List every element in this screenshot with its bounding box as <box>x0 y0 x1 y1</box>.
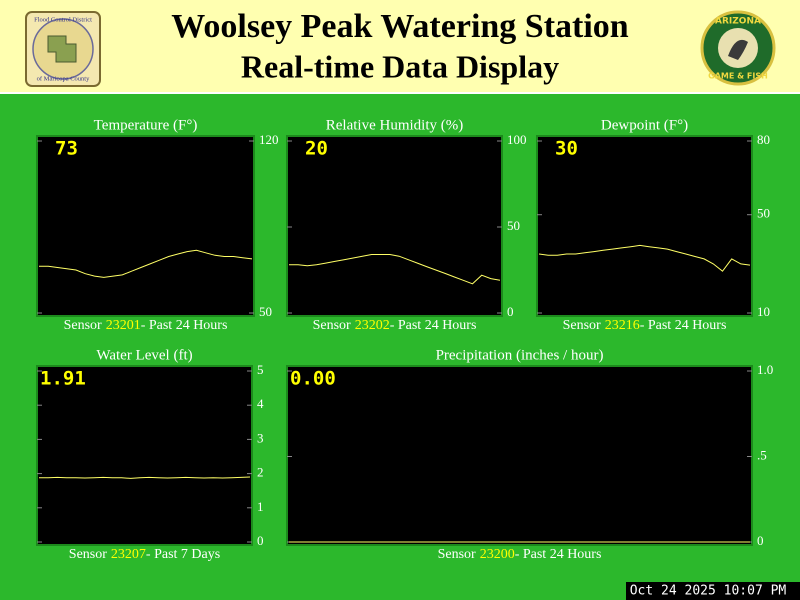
current-value: 30 <box>555 138 578 160</box>
title: Woolsey Peak Watering Station <box>171 8 629 45</box>
panel-title: Temperature (F°) <box>94 117 198 133</box>
sensor-caption: Sensor 23200- Past 24 Hours <box>438 547 602 562</box>
y-tick-label: 0 <box>757 533 764 548</box>
panel <box>36 135 255 317</box>
sensor-period: - Past 24 Hours <box>390 318 477 333</box>
sensor-id: 23200 <box>480 547 515 562</box>
sensor-caption: Sensor 23202- Past 24 Hours <box>313 318 477 333</box>
sensor-caption: Sensor 23216- Past 24 Hours <box>563 318 727 333</box>
y-tick-label: 5 <box>257 362 264 377</box>
left-logo-map <box>47 35 77 63</box>
panel <box>536 135 753 317</box>
subtitle: Real-time Data Display <box>241 48 559 84</box>
y-tick-label: 0 <box>257 533 264 548</box>
y-tick-label: 80 <box>757 132 770 147</box>
panel-title: Relative Humidity (%) <box>326 117 463 133</box>
current-value: 73 <box>55 138 78 160</box>
current-value: 0.00 <box>290 368 336 390</box>
sensor-id: 23207 <box>111 547 146 562</box>
sensor-period: - Past 24 Hours <box>640 318 727 333</box>
right-logo-text: GAME & FISH <box>708 72 768 81</box>
sensor-label: Sensor <box>313 318 351 333</box>
y-tick-label: 3 <box>257 430 264 445</box>
left-logo-text: of Maricopa County <box>37 75 90 82</box>
sensor-id: 23201 <box>106 318 141 333</box>
sensor-label: Sensor <box>69 547 107 562</box>
y-tick-label: 0 <box>507 304 514 319</box>
y-tick-label: 10 <box>757 304 770 319</box>
sensor-period: - Past 24 Hours <box>141 318 228 333</box>
sensor-caption: Sensor 23201- Past 24 Hours <box>64 318 228 333</box>
data-line <box>39 476 251 479</box>
y-tick-label: 120 <box>259 132 279 147</box>
sensor-label: Sensor <box>563 318 601 333</box>
y-tick-label: 50 <box>757 206 770 221</box>
y-tick-label: 4 <box>257 396 264 411</box>
panel <box>286 135 503 317</box>
panel-title: Precipitation (inches / hour) <box>436 347 604 363</box>
sensor-caption: Sensor 23207- Past 7 Days <box>69 547 220 562</box>
y-tick-label: 100 <box>507 132 527 147</box>
right-logo-bird <box>728 39 748 60</box>
current-value: 20 <box>305 138 328 160</box>
y-tick-label: 2 <box>257 465 264 480</box>
header-band <box>0 0 800 93</box>
sensor-label: Sensor <box>438 547 476 562</box>
y-tick-label: 1 <box>257 499 264 514</box>
right-logo-text: ARIZONA <box>715 17 761 27</box>
panel <box>286 365 753 546</box>
panel-title: Water Level (ft) <box>96 347 192 363</box>
panel-title: Dewpoint (F°) <box>601 117 688 133</box>
timestamp-box <box>626 582 800 600</box>
left-logo-text: Flood Control District <box>34 16 92 23</box>
sensor-id: 23216 <box>605 318 640 333</box>
data-line <box>538 244 751 272</box>
y-tick-label: .5 <box>757 447 767 462</box>
data-line <box>39 249 253 278</box>
timestamp: Oct 24 2025 10:07 PM <box>630 584 787 599</box>
sensor-period: - Past 24 Hours <box>515 547 602 562</box>
data-line <box>289 254 501 285</box>
current-value: 1.91 <box>40 368 86 390</box>
sensor-id: 23202 <box>355 318 390 333</box>
y-tick-label: 50 <box>507 218 520 233</box>
y-tick-label: 50 <box>259 304 272 319</box>
y-tick-label: 1.0 <box>757 362 773 377</box>
sensor-label: Sensor <box>64 318 102 333</box>
sensor-period: - Past 7 Days <box>146 547 220 562</box>
panel <box>36 365 253 546</box>
